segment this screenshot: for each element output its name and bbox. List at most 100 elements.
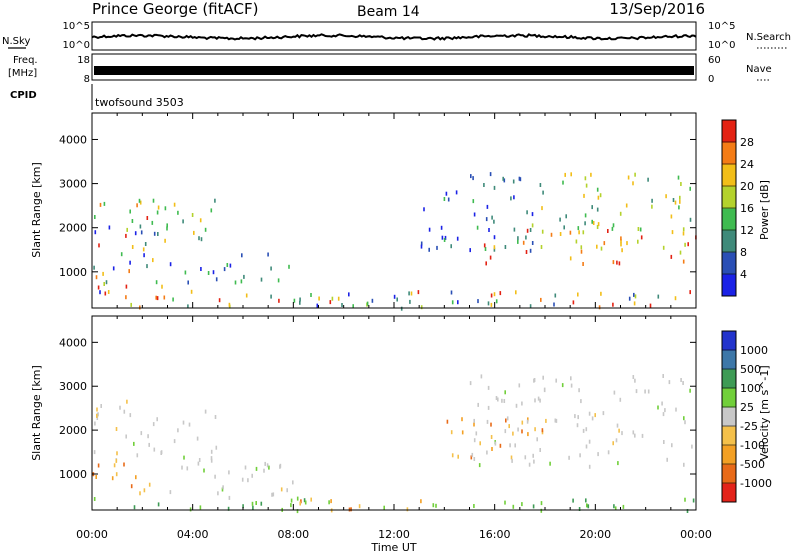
heatmap-cell xyxy=(299,300,301,305)
heatmap-cell xyxy=(584,213,587,218)
heatmap-cell xyxy=(255,466,258,471)
heatmap-cell xyxy=(634,378,636,383)
heatmap-cell xyxy=(611,226,614,231)
heatmap-cell xyxy=(417,290,420,295)
heatmap-cell xyxy=(687,242,689,247)
heatmap-cell xyxy=(210,208,213,213)
heatmap-cell xyxy=(478,463,481,468)
heatmap-cell xyxy=(186,466,189,471)
heatmap-cell xyxy=(585,183,588,188)
heatmap-cell xyxy=(172,297,174,302)
heatmap-cell xyxy=(471,452,474,457)
ytick-label: 2000 xyxy=(59,424,87,437)
nsky-trace xyxy=(91,33,697,41)
heatmap-cell xyxy=(578,507,581,511)
heatmap-cell xyxy=(461,430,464,435)
heatmap-cell xyxy=(193,230,195,235)
heatmap-cell xyxy=(517,239,519,244)
heatmap-cell xyxy=(223,267,226,272)
heatmap-cell xyxy=(272,492,275,497)
heatmap-cell xyxy=(664,408,666,413)
freq-tick-bottom: 8 xyxy=(84,74,90,85)
heatmap-cell xyxy=(473,422,475,427)
heatmap-cell xyxy=(689,186,691,191)
heatmap-cell xyxy=(156,210,159,215)
heatmap-cell xyxy=(140,230,143,235)
nave-tick-bottom: 0 xyxy=(708,74,714,85)
heatmap-cell xyxy=(187,304,189,309)
beam-title: Beam 14 xyxy=(357,4,420,20)
heatmap-cell xyxy=(328,500,330,505)
heatmap-cell xyxy=(563,225,565,230)
heatmap-cell xyxy=(94,230,97,235)
heatmap-cell xyxy=(569,256,572,261)
heatmap-cell xyxy=(447,197,450,202)
nsky-tick-bottom: 10^0 xyxy=(63,40,90,51)
heatmap-cell xyxy=(585,444,588,449)
heatmap-cell xyxy=(214,415,217,419)
heatmap-cell xyxy=(214,198,216,203)
heatmap-cell xyxy=(519,177,522,182)
heatmap-cell xyxy=(518,176,521,181)
heatmap-cell xyxy=(94,421,96,426)
heatmap-cell xyxy=(579,453,581,458)
heatmap-cell xyxy=(670,214,673,219)
heatmap-cell xyxy=(541,206,543,211)
heatmap-cell xyxy=(130,302,132,307)
heatmap-cell xyxy=(580,245,583,250)
heatmap-cell xyxy=(337,296,340,301)
heatmap-cell xyxy=(130,484,133,489)
nave-label: Nave xyxy=(746,64,772,75)
heatmap-cell xyxy=(169,490,172,495)
heatmap-cell xyxy=(99,290,101,295)
heatmap-cell xyxy=(104,291,107,296)
heatmap-cell xyxy=(621,431,623,436)
heatmap-cell xyxy=(512,504,515,509)
heatmap-cell xyxy=(490,435,493,439)
heatmap-cell xyxy=(678,205,680,210)
heatmap-cell xyxy=(358,504,361,509)
heatmap-cell xyxy=(196,436,199,441)
heatmap-cell xyxy=(633,292,635,297)
heatmap-cell xyxy=(279,464,281,469)
heatmap-cell xyxy=(146,216,149,220)
heatmap-cell xyxy=(513,227,516,232)
heatmap-cell xyxy=(199,505,202,510)
nsky-tick-top: 10^5 xyxy=(63,21,90,32)
heatmap-cell xyxy=(503,178,506,183)
heatmap-cell xyxy=(200,267,202,271)
heatmap-cell xyxy=(318,296,320,301)
heatmap-cell xyxy=(310,293,312,297)
heatmap-cell xyxy=(222,485,224,490)
freq-unit-label: [MHz] xyxy=(8,68,37,79)
heatmap-cell xyxy=(572,300,575,305)
freq-strip: Freq. [MHz] 18 8 60 0 Nave xyxy=(8,53,772,85)
heatmap-cell xyxy=(641,433,644,438)
heatmap-cell xyxy=(96,407,98,412)
nsky-strip: N.Sky 10^5 10^0 10^5 10^0 N.Search xyxy=(2,21,791,51)
colorbar-segment xyxy=(722,464,736,484)
heatmap-cell xyxy=(514,443,516,448)
heatmap-cell xyxy=(600,246,603,251)
heatmap-cell xyxy=(555,378,557,383)
colorbar-segment xyxy=(722,164,736,187)
heatmap-cell xyxy=(574,414,576,419)
heatmap-cell xyxy=(617,461,619,466)
heatmap-cell xyxy=(473,438,476,443)
heatmap-cell xyxy=(634,433,636,438)
heatmap-cell xyxy=(531,223,534,228)
heatmap-cell xyxy=(580,249,583,254)
heatmap-cell xyxy=(508,424,510,429)
heatmap-cell xyxy=(450,430,453,435)
heatmap-cell xyxy=(596,207,599,212)
heatmap-cell xyxy=(525,250,528,254)
heatmap-cell xyxy=(662,245,665,250)
heatmap-cell xyxy=(330,499,332,504)
heatmap-cell xyxy=(366,301,369,306)
heatmap-cell xyxy=(210,449,213,454)
heatmap-cell xyxy=(446,419,449,424)
heatmap-cell xyxy=(504,245,507,249)
heatmap-cell xyxy=(586,503,588,508)
heatmap-cell xyxy=(164,238,166,243)
heatmap-cell xyxy=(444,235,447,240)
